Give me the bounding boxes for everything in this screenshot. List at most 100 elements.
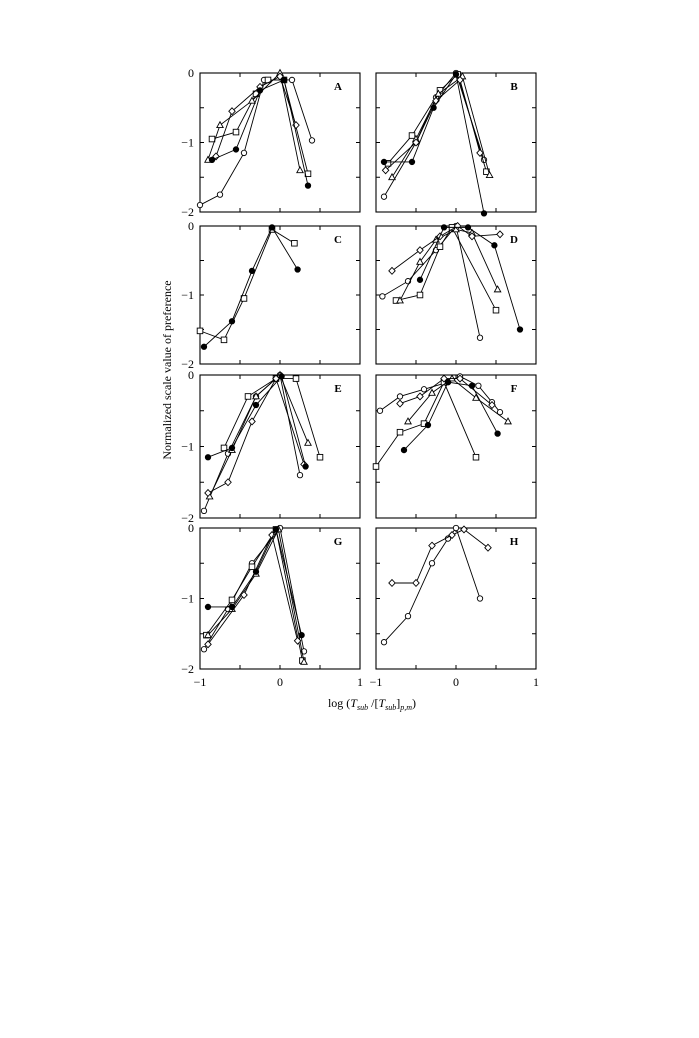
- data-point: [316, 453, 324, 461]
- data-point: [379, 293, 386, 300]
- x-tick-label: −1: [370, 675, 383, 689]
- panel-f-series-5: [400, 378, 501, 454]
- data-point: [248, 267, 256, 274]
- data-point: [468, 382, 476, 389]
- data-point: [480, 210, 488, 217]
- panel-letter-f: F: [511, 383, 518, 395]
- y-tick-label: −2: [181, 205, 194, 219]
- panel-a-series-5: [208, 76, 312, 189]
- y-tick-label: −2: [181, 511, 194, 525]
- data-point: [492, 306, 500, 314]
- panel-letter-h: H: [510, 536, 519, 548]
- y-tick-label: 0: [188, 219, 194, 233]
- data-point: [232, 128, 240, 136]
- series-line: [206, 528, 303, 661]
- data-point: [208, 135, 216, 143]
- data-point: [408, 132, 416, 139]
- panel-d-series-5: [416, 224, 524, 333]
- shared-axis-labels: Normalized scale value of preference log…: [160, 280, 416, 712]
- data-point: [416, 291, 424, 299]
- series-line: [383, 527, 481, 643]
- y-tick-label: 0: [188, 66, 194, 80]
- data-point: [494, 430, 501, 437]
- data-point: [228, 596, 236, 604]
- data-point: [416, 392, 424, 401]
- panel-g-series-2: [203, 526, 306, 664]
- data-point: [456, 75, 464, 85]
- series-line: [207, 375, 307, 467]
- data-point: [372, 463, 380, 470]
- data-point: [452, 71, 460, 78]
- panel-c-frame: [199, 225, 361, 365]
- data-point: [293, 636, 302, 645]
- data-point: [278, 373, 285, 380]
- panel-letter-c: C: [334, 234, 342, 246]
- data-point: [428, 560, 436, 567]
- panel-g-series-4: [204, 530, 302, 649]
- data-point: [504, 417, 512, 425]
- data-point: [294, 266, 301, 273]
- data-point: [396, 399, 404, 408]
- data-point: [400, 446, 408, 454]
- y-tick-label: −2: [181, 357, 194, 371]
- data-point: [412, 138, 420, 147]
- data-point: [388, 266, 396, 275]
- data-point: [448, 374, 456, 382]
- panel-d-series-3: [396, 225, 502, 304]
- data-point: [204, 454, 212, 461]
- panel-d-series-1: [379, 222, 484, 341]
- panels-layer: 0−1−2A B0−1−2C D0−1−2E F0−1−2−1 0 1G−1 0 1H: [181, 66, 539, 689]
- data-point: [491, 242, 498, 249]
- data-point: [485, 170, 494, 179]
- data-point: [440, 224, 448, 231]
- series-line: [419, 226, 521, 330]
- data-point: [200, 507, 208, 514]
- data-point: [280, 76, 288, 84]
- data-point: [380, 193, 388, 200]
- series-line: [199, 79, 313, 206]
- x-tick-label: −1: [194, 675, 207, 689]
- series-line: [215, 75, 297, 157]
- data-point: [204, 640, 212, 649]
- panel-letter-a: A: [334, 81, 342, 93]
- series-line: [392, 528, 489, 584]
- panel-d-series-4: [388, 221, 504, 275]
- data-point: [381, 166, 390, 175]
- series-line: [207, 533, 299, 645]
- data-point: [228, 107, 236, 116]
- panel-b-series-5: [380, 71, 488, 217]
- data-point: [428, 388, 436, 396]
- panel-a-frame: [199, 72, 361, 213]
- panel-f: F: [372, 373, 537, 519]
- data-point: [476, 148, 484, 157]
- data-point: [448, 530, 456, 540]
- data-point: [488, 400, 496, 410]
- series-line: [383, 72, 485, 197]
- data-point: [302, 463, 309, 470]
- data-point: [424, 421, 432, 429]
- data-point: [252, 568, 260, 575]
- data-point: [416, 257, 424, 265]
- data-point: [464, 224, 472, 231]
- panel-b: B: [375, 69, 537, 217]
- data-point: [408, 158, 416, 166]
- panel-e-series-3: [205, 370, 312, 500]
- data-point: [396, 296, 404, 304]
- data-point: [516, 326, 524, 333]
- data-point: [416, 246, 424, 255]
- panel-e-series-2: [220, 375, 324, 461]
- data-point: [300, 657, 308, 665]
- data-point: [304, 182, 312, 189]
- panel-g: 0−1−2−1 0 1G: [181, 521, 363, 689]
- data-point: [288, 76, 296, 84]
- data-point: [196, 201, 204, 209]
- x-tick-label: 1: [357, 675, 363, 689]
- data-point: [216, 120, 224, 128]
- data-point: [252, 401, 260, 409]
- data-point: [412, 578, 420, 588]
- data-point: [204, 488, 212, 498]
- data-point: [292, 375, 300, 382]
- data-point: [460, 525, 468, 534]
- panel-b-series-1: [380, 69, 488, 200]
